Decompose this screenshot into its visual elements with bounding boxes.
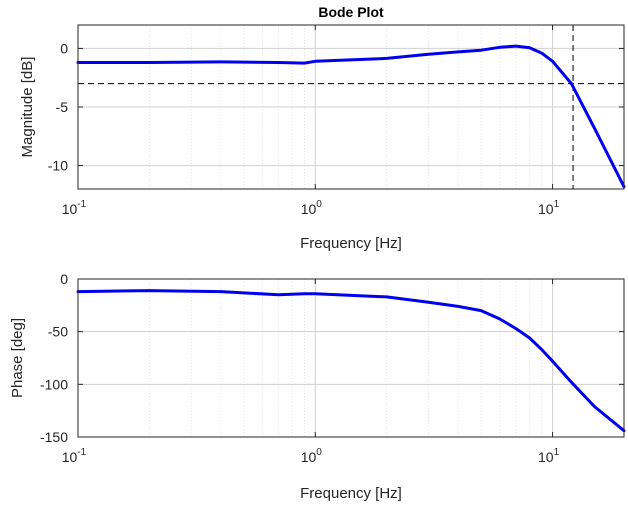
phase-plot-area: [78, 279, 624, 437]
magnitude-y-tick-label: -10: [48, 158, 68, 174]
phase-series: [76, 289, 626, 433]
phase-frame: [77, 278, 625, 438]
phase-x-tick-label: 100: [301, 447, 323, 465]
magnitude-series: [76, 44, 626, 189]
magnitude-y-tick-label: 0: [60, 40, 68, 56]
phase-y-tick-label: 0: [60, 271, 68, 287]
magnitude-y-ticks: 0 -5 -10: [48, 40, 624, 174]
magnitude-y-axis-label: Magnitude [dB]: [19, 57, 36, 158]
phase-axes-box: [77, 278, 625, 438]
phase-y-tick-label: -100: [40, 376, 68, 392]
phase-plot: 0 -50 -100 -150 10-1 100 101 Frequency [Hz] P…: [9, 271, 626, 502]
phase-series-line: [76, 289, 626, 433]
phase-y-tick-label: -50: [48, 324, 68, 340]
phase-y-ticks: 0 -50 -100 -150: [40, 271, 624, 445]
magnitude-y-tick-label: -5: [56, 99, 69, 115]
phase-x-ticks: 10-1 100 101: [62, 279, 560, 465]
magnitude-plot: 0 -5 -10 10-1 100 101 Bode Plot Frequency [H…: [19, 4, 626, 252]
phase-x-axis-label: Frequency [Hz]: [300, 485, 402, 502]
magnitude-x-ticks: 10-1 100 101: [62, 25, 560, 217]
magnitude-x-axis-label: Frequency [Hz]: [300, 235, 402, 252]
magnitude-x-tick-label: 10-1: [62, 199, 87, 217]
phase-x-tick-label: 10-1: [62, 447, 87, 465]
chart-title: Bode Plot: [318, 4, 384, 20]
magnitude-x-tick-label: 100: [301, 199, 323, 217]
magnitude-reference-lines: [78, 25, 624, 189]
magnitude-series-line: [76, 44, 626, 189]
phase-y-tick-label: -150: [40, 429, 68, 445]
phase-x-tick-label: 101: [538, 447, 560, 465]
phase-y-axis-label: Phase [deg]: [9, 318, 26, 398]
magnitude-x-tick-label: 101: [538, 199, 560, 217]
